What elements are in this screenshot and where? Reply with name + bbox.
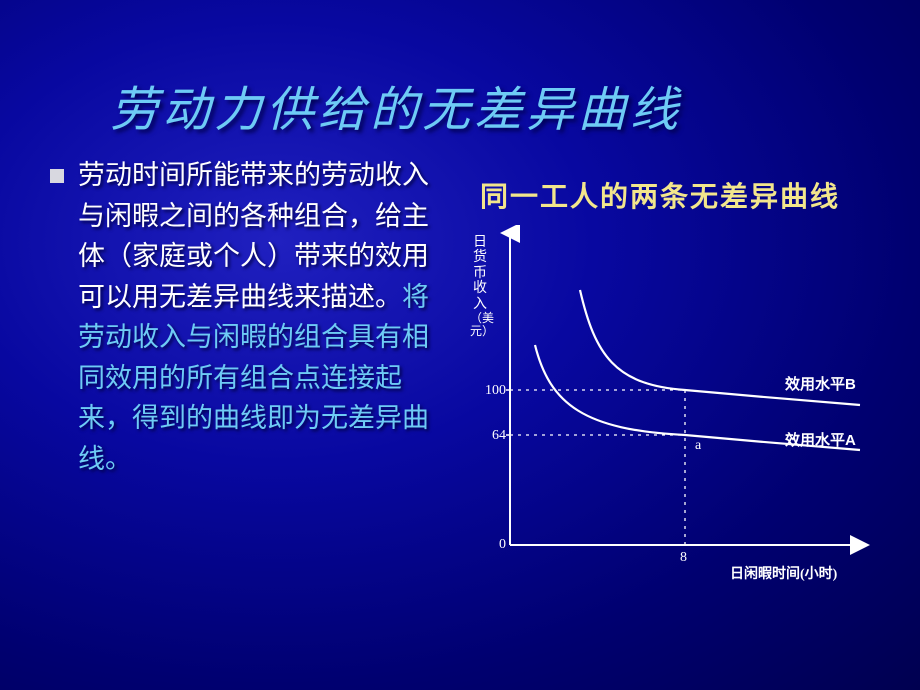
legend-curve-a: 效用水平A (785, 429, 856, 450)
x-tick-8: 8 (680, 550, 687, 566)
bullet-item: 劳动时间所能带来的劳动收入与闲暇之间的各种组合，给主体（家庭或个人）带来的效用可… (50, 155, 440, 479)
y-tick-0: 0 (476, 537, 506, 553)
chart-title: 同一工人的两条无差异曲线 (440, 175, 880, 215)
legend-curve-b: 效用水平B (785, 373, 856, 394)
left-text-column: 劳动时间所能带来的劳动收入与闲暇之间的各种组合，给主体（家庭或个人）带来的效用可… (50, 150, 440, 605)
y-tick-64: 64 (476, 428, 506, 444)
y-tick-100: 100 (476, 383, 506, 399)
content-row: 劳动时间所能带来的劳动收入与闲暇之间的各种组合，给主体（家庭或个人）带来的效用可… (0, 140, 920, 605)
x-axis-label: 日闲暇时间(小时) (730, 563, 837, 583)
point-a-label: a (695, 438, 701, 454)
bullet-square-icon (50, 169, 64, 183)
y-axis-label: 日货币收入 （美元） (470, 235, 490, 338)
slide-title: 劳动力供给的无差异曲线 (0, 0, 920, 140)
y-axis-sublabel: （美元） (470, 312, 490, 338)
chart-svg (440, 225, 880, 605)
body-paragraph: 劳动时间所能带来的劳动收入与闲暇之间的各种组合，给主体（家庭或个人）带来的效用可… (78, 155, 440, 479)
indifference-curve-chart: 日货币收入 （美元） 100 64 0 8 a 日闲暇时间(小时) 效用水平B … (440, 225, 880, 605)
y-axis-label-text: 日货币收入 (473, 235, 487, 312)
body-text-normal: 劳动时间所能带来的劳动收入与闲暇之间的各种组合，给主体（家庭或个人）带来的效用可… (78, 160, 429, 312)
chart-panel: 同一工人的两条无差异曲线 (440, 150, 880, 605)
